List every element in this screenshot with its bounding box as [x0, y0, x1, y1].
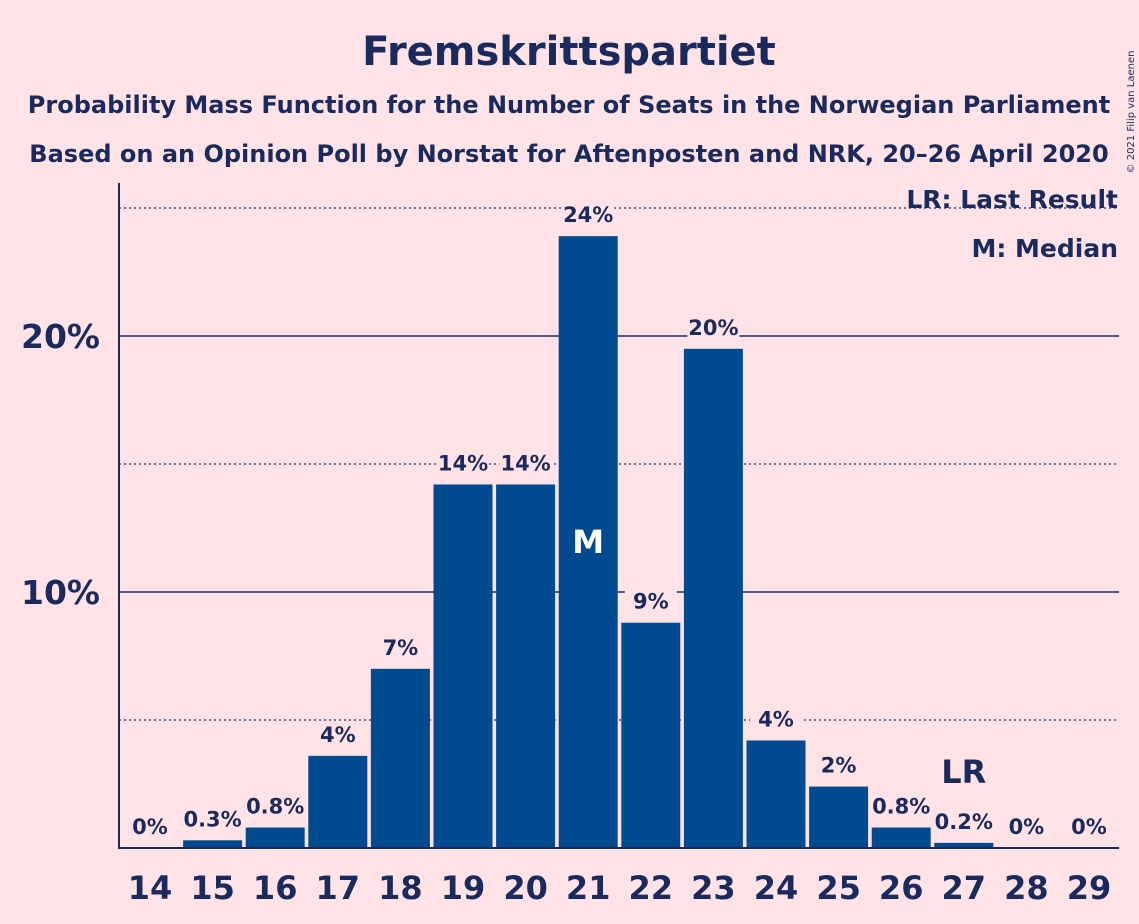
x-tick-label: 17	[316, 869, 361, 907]
bar	[621, 622, 681, 848]
bar	[183, 840, 243, 848]
data-label-backdrop	[249, 793, 302, 819]
bar	[433, 484, 493, 848]
data-label: 2%	[821, 754, 857, 778]
legend-last-result: LR: Last Result	[906, 185, 1118, 214]
x-tick-label: 18	[378, 869, 423, 907]
bar	[934, 842, 994, 848]
markers: M LR	[572, 523, 986, 791]
chart-subtitle-line-2: Based on an Opinion Poll by Norstat for …	[29, 140, 1108, 168]
data-label: 0.2%	[935, 810, 993, 834]
data-label-backdrop	[937, 808, 990, 834]
bar	[308, 755, 368, 848]
data-label-backdrop	[186, 806, 239, 832]
x-tick-label: 22	[629, 869, 674, 907]
data-label: 0.8%	[872, 795, 930, 819]
data-label: 0.3%	[183, 807, 241, 831]
data-label-backdrop	[812, 752, 865, 778]
bar	[245, 827, 305, 848]
x-tick-label: 21	[566, 869, 611, 907]
bar	[558, 236, 618, 848]
x-tick-label: 24	[754, 869, 799, 907]
data-label-backdrop	[624, 588, 677, 614]
x-tick-label: 14	[128, 869, 173, 907]
data-label: 4%	[320, 723, 356, 747]
median-marker: M	[572, 523, 604, 561]
x-tick-label: 26	[879, 869, 924, 907]
data-label: 0%	[1009, 815, 1045, 839]
x-tick-label: 27	[942, 869, 987, 907]
gridlines	[119, 207, 1119, 721]
data-label-backdrop	[124, 814, 176, 839]
data-label: 0%	[1071, 815, 1107, 839]
data-label: 7%	[383, 636, 419, 660]
legend: LR: Last Result M: Median	[906, 185, 1118, 263]
data-label: 9%	[633, 590, 669, 614]
data-labels: 0% 0.3%0.8%4%7%14% 14%24%9%20%4%2%0.8%0.2%…	[124, 202, 1115, 839]
bar	[370, 668, 430, 848]
data-label: 20%	[688, 316, 738, 340]
data-label-backdrop	[499, 450, 552, 476]
chart-title: Fremskrittspartiet	[362, 29, 776, 75]
y-tick-label: 20%	[21, 317, 100, 356]
x-tick-label: 23	[691, 869, 736, 907]
data-label-backdrop	[311, 721, 364, 747]
data-label: 0.8%	[246, 795, 304, 819]
chart-subtitle-line-1: Probability Mass Function for the Number…	[28, 91, 1110, 119]
data-label-backdrop	[1000, 814, 1053, 839]
data-label-backdrop	[562, 202, 615, 228]
data-label: 24%	[563, 203, 613, 227]
bars	[183, 236, 994, 848]
y-tick-labels: 10% 20%	[21, 317, 100, 612]
data-label-backdrop	[750, 706, 802, 732]
x-tick-label: 28	[1004, 869, 1049, 907]
data-label: 0%	[132, 815, 168, 839]
legend-median: M: Median	[971, 234, 1118, 263]
data-label: 4%	[758, 707, 794, 731]
data-label: 14%	[500, 451, 550, 475]
y-tick-label: 10%	[21, 573, 100, 612]
data-label-backdrop	[687, 314, 740, 340]
x-tick-label: 20	[503, 869, 548, 907]
copyright-notice: © 2021 Filip van Laenen	[1126, 51, 1137, 174]
x-tick-label: 15	[190, 869, 235, 907]
bar	[809, 786, 869, 848]
x-tick-label: 25	[816, 869, 861, 907]
data-label: 14%	[438, 451, 488, 475]
bar	[683, 348, 743, 848]
data-label-backdrop	[374, 634, 427, 660]
bar	[871, 827, 931, 848]
x-tick-labels: 14 15 16 17 18 19 20 21 22 23 24 25 26 27 28 29	[128, 869, 1112, 907]
x-tick-label: 29	[1067, 869, 1112, 907]
x-tick-label: 19	[441, 869, 486, 907]
bar	[746, 740, 806, 848]
data-label-backdrop	[875, 793, 928, 819]
last-result-marker: LR	[941, 753, 986, 791]
x-tick-label: 16	[253, 869, 298, 907]
data-label-backdrop	[1063, 814, 1115, 839]
bar	[496, 484, 556, 848]
data-label-backdrop	[437, 450, 489, 476]
